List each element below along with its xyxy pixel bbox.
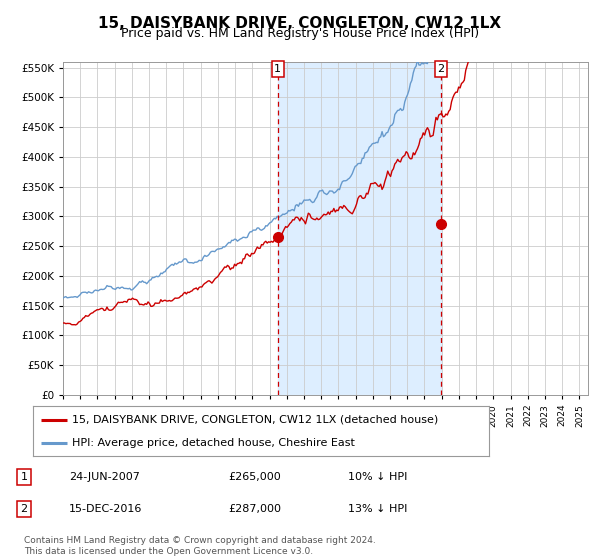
Text: 2: 2 xyxy=(437,64,445,74)
Text: Contains HM Land Registry data © Crown copyright and database right 2024.: Contains HM Land Registry data © Crown c… xyxy=(24,536,376,545)
Text: 2: 2 xyxy=(20,504,28,514)
Text: 15, DAISYBANK DRIVE, CONGLETON, CW12 1LX: 15, DAISYBANK DRIVE, CONGLETON, CW12 1LX xyxy=(98,16,502,31)
Text: 15-DEC-2016: 15-DEC-2016 xyxy=(69,504,142,514)
Text: £287,000: £287,000 xyxy=(228,504,281,514)
Text: 15, DAISYBANK DRIVE, CONGLETON, CW12 1LX (detached house): 15, DAISYBANK DRIVE, CONGLETON, CW12 1LX… xyxy=(72,414,438,424)
Text: 10% ↓ HPI: 10% ↓ HPI xyxy=(348,472,407,482)
Text: Price paid vs. HM Land Registry's House Price Index (HPI): Price paid vs. HM Land Registry's House … xyxy=(121,27,479,40)
Text: HPI: Average price, detached house, Cheshire East: HPI: Average price, detached house, Ches… xyxy=(72,438,355,448)
Text: 24-JUN-2007: 24-JUN-2007 xyxy=(69,472,140,482)
Text: 1: 1 xyxy=(20,472,28,482)
Text: £265,000: £265,000 xyxy=(228,472,281,482)
Bar xyxy=(278,62,441,395)
Text: This data is licensed under the Open Government Licence v3.0.: This data is licensed under the Open Gov… xyxy=(24,547,313,556)
Text: 1: 1 xyxy=(274,64,281,74)
Text: 13% ↓ HPI: 13% ↓ HPI xyxy=(348,504,407,514)
